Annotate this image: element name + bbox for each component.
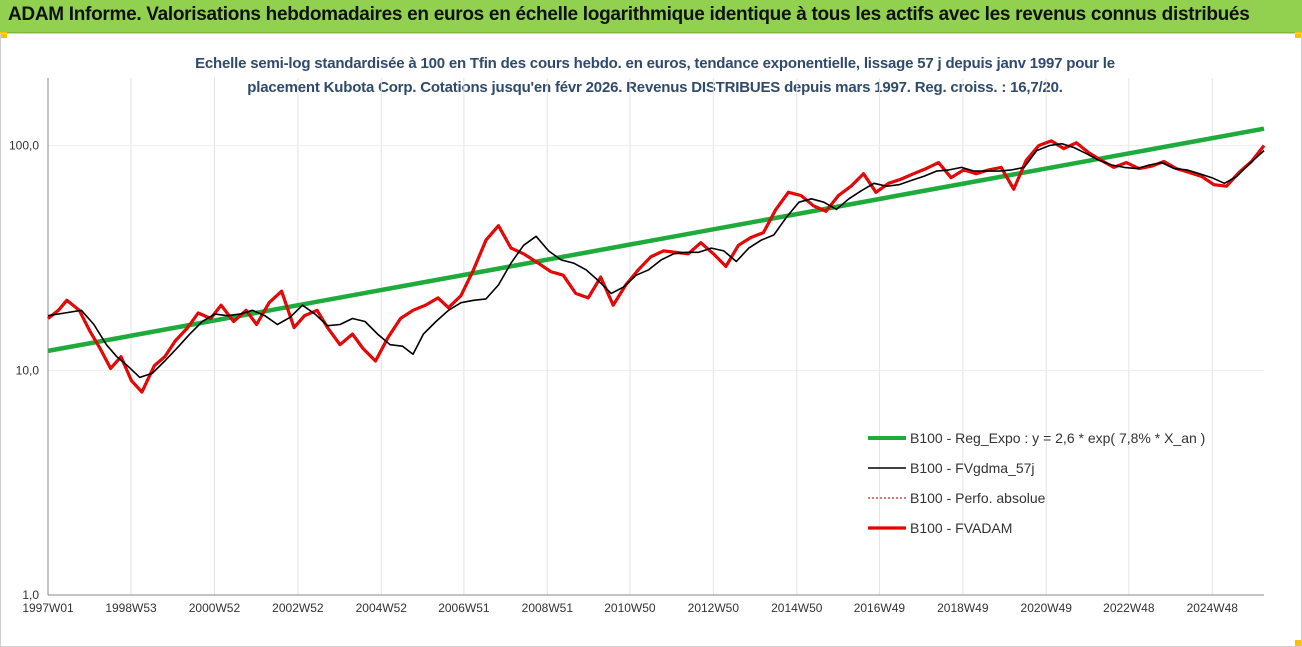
x-tick-label: 2018W49 xyxy=(937,601,989,615)
legend-label: B100 - FVADAM xyxy=(910,520,1012,536)
series-line-smoothed xyxy=(47,142,1265,379)
x-tick-label: 2008W51 xyxy=(522,601,574,615)
x-tick-label: 2020W49 xyxy=(1021,601,1073,615)
x-tick-label: 2006W51 xyxy=(438,601,490,615)
legend-label: B100 - Perfo. absolue xyxy=(910,490,1046,506)
legend-label: B100 - FVgdma_57j xyxy=(910,460,1035,476)
x-tick-label: 2014W50 xyxy=(771,601,823,615)
x-tick-label: 2012W50 xyxy=(688,601,740,615)
header-banner: ADAM Informe. Valorisations hebdomadaire… xyxy=(0,0,1302,33)
x-tick-label: 1997W01 xyxy=(22,601,74,615)
corner-marker-right xyxy=(1295,32,1302,38)
chart-subtitle-line-1: Echelle semi-log standardisée à 100 en T… xyxy=(195,55,1115,72)
x-tick-label: 2022W48 xyxy=(1103,601,1155,615)
y-tick-label: 100,0 xyxy=(9,139,39,153)
x-tick-label: 2004W52 xyxy=(356,601,408,615)
x-tick-label: 2016W49 xyxy=(854,601,906,615)
legend-label: B100 - Reg_Expo : y = 2,6 * exp( 7,8% * … xyxy=(910,430,1205,446)
series-line-fvadam xyxy=(47,139,1266,394)
x-tick-label: 2000W52 xyxy=(189,601,241,615)
y-tick-label: 10,0 xyxy=(16,363,40,377)
corner-marker-bottom-right xyxy=(1295,640,1302,646)
x-tick-label: 2024W48 xyxy=(1187,601,1239,615)
page-title: ADAM Informe. Valorisations hebdomadaire… xyxy=(8,4,1250,25)
y-tick-label: 1,0 xyxy=(22,588,39,602)
x-tick-label: 2010W50 xyxy=(604,601,656,615)
x-tick-label: 1998W53 xyxy=(105,601,157,615)
chart-subtitle-line-2: placement Kubota Corp. Cotations jusqu'e… xyxy=(247,79,1063,96)
series-line-absolute xyxy=(47,140,1265,393)
x-tick-label: 2002W52 xyxy=(272,601,324,615)
corner-marker-left xyxy=(0,32,7,38)
